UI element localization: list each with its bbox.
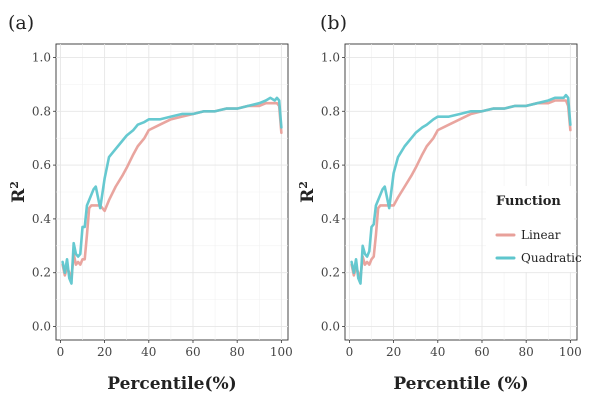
y-axis-title-a: R2 (8, 181, 29, 203)
y-tick-label: 0.8 (321, 104, 340, 118)
x-tick-label: 0 (346, 345, 354, 359)
x-tick-label: 80 (230, 345, 245, 359)
legend-label-quadratic: Quadratic (521, 251, 582, 265)
y-axis-title-sup-b: 2 (297, 181, 310, 189)
panel-letter-b: (b) (320, 12, 347, 34)
legend-title: Function (496, 194, 561, 209)
y-tick-label: 0.8 (32, 104, 51, 118)
y-tick-label: 0.4 (32, 212, 51, 226)
y-axis-title-sup-a: 2 (8, 181, 21, 189)
x-tick-label: 60 (185, 345, 200, 359)
x-tick-label: 60 (474, 345, 489, 359)
panel-b: (b) 0 20 40 60 80 100 0.0 0.2 0.4 0.6 0.8 1.0 Perc… (297, 12, 582, 394)
x-tick-label: 0 (57, 345, 65, 359)
series-line-quadratic (350, 93, 572, 285)
y-tick-label: 0.6 (321, 158, 340, 172)
x-tick-labels-b: 0 20 40 60 80 100 (346, 340, 582, 359)
y-axis-title-base-a: R (9, 188, 29, 203)
x-axis-title-b: Percentile (%) (393, 374, 528, 394)
y-tick-labels-b: 0.0 0.2 0.4 0.6 0.8 1.0 (321, 50, 345, 334)
y-tick-label: 0.6 (32, 158, 51, 172)
panel-letter-a: (a) (8, 12, 34, 34)
x-tick-label: 40 (430, 345, 445, 359)
y-tick-label: 1.0 (321, 50, 340, 64)
x-tick-label: 20 (97, 345, 112, 359)
y-tick-label: 0.2 (321, 266, 340, 280)
legend-label-linear: Linear (521, 228, 561, 242)
y-tick-label: 1.0 (32, 50, 51, 64)
series-group-b (350, 93, 572, 285)
series-line-quadratic (61, 96, 283, 285)
x-tick-label: 40 (141, 345, 156, 359)
y-axis-title-base-b: R (298, 188, 318, 203)
x-tick-labels-a: 0 20 40 60 80 100 (57, 340, 293, 359)
y-tick-labels-a: 0.0 0.2 0.4 0.6 0.8 1.0 (32, 50, 56, 334)
gridlines-a (56, 44, 288, 340)
y-tick-label: 0.0 (321, 320, 340, 334)
y-tick-label: 0.2 (32, 266, 51, 280)
y-axis-title-b: R2 (297, 181, 318, 203)
y-tick-label: 0.4 (321, 212, 340, 226)
series-group-a (61, 96, 283, 285)
x-tick-label: 80 (519, 345, 534, 359)
x-axis-title-a: Percentile(%) (107, 374, 236, 394)
legend: Function Linear Quadratic (486, 186, 582, 272)
x-tick-label: 100 (270, 345, 293, 359)
panel-a: (a) 0 20 40 60 80 100 0.0 0.2 0.4 0.6 0.8 1.0 Perc… (8, 12, 293, 394)
x-tick-label: 20 (386, 345, 401, 359)
x-tick-label: 100 (559, 345, 582, 359)
y-tick-label: 0.0 (32, 320, 51, 334)
